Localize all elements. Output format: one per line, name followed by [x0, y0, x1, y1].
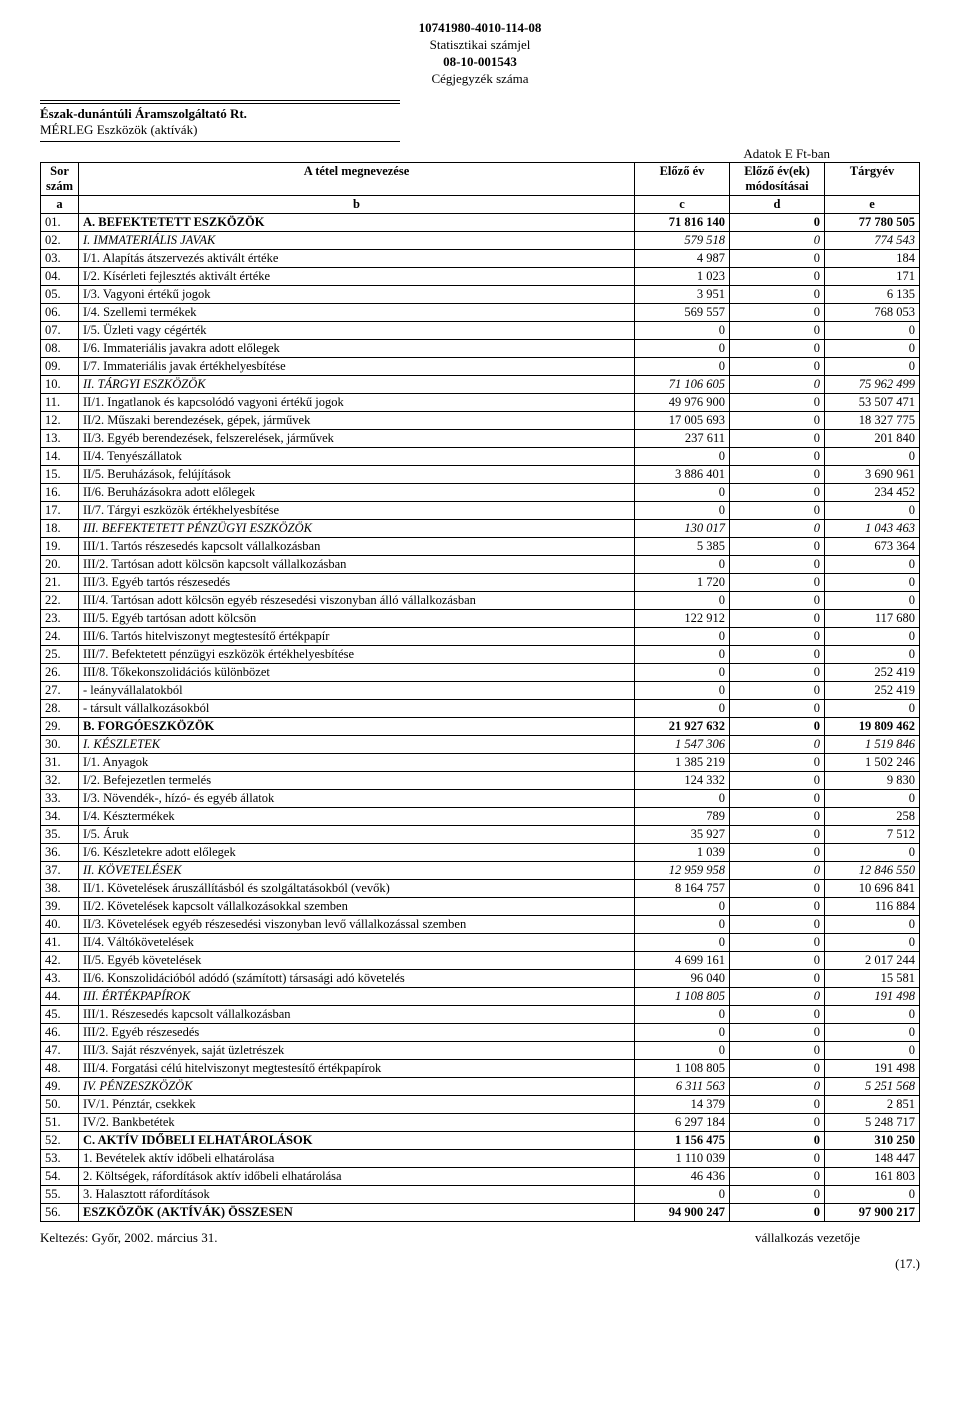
table-row: 01.A. BEFEKTETETT ESZKÖZÖK71 816 140077 … — [41, 214, 920, 232]
table-row: 41.II/4. Váltókövetelések000 — [41, 934, 920, 952]
table-row: 28. - társult vállalkozásokból000 — [41, 700, 920, 718]
footer-date: Keltezés: Győr, 2002. március 31. — [40, 1230, 217, 1246]
table-row: 37.II. KÖVETELÉSEK12 959 958012 846 550 — [41, 862, 920, 880]
footer: Keltezés: Győr, 2002. március 31. vállal… — [40, 1230, 920, 1246]
table-row: 03.I/1. Alapítás átszervezés aktivált ér… — [41, 250, 920, 268]
stat-label: Statisztikai számjel — [430, 37, 531, 52]
table-row: 55.3. Halasztott ráfordítások000 — [41, 1186, 920, 1204]
th-sor: Sor szám — [41, 163, 79, 196]
company-block: Észak-dunántúli Áramszolgáltató Rt. MÉRL… — [40, 100, 920, 143]
table-row: 23.III/5. Egyéb tartósan adott kölcsön12… — [41, 610, 920, 628]
table-row: 06.I/4. Szellemi termékek569 5570768 053 — [41, 304, 920, 322]
table-row: 07.I/5. Üzleti vagy cégérték000 — [41, 322, 920, 340]
th-el: e — [825, 196, 920, 214]
table-row: 34.I/4. Késztermékek7890258 — [41, 808, 920, 826]
th-a: a — [41, 196, 79, 214]
doc-title: MÉRLEG Eszközök (aktívák) — [40, 122, 400, 142]
header-block: 10741980-4010-114-08 Statisztikai számje… — [40, 20, 920, 88]
table-row: 39.II/2. Követelések kapcsolt vállalkozá… — [41, 898, 920, 916]
table-row: 19.III/1. Tartós részesedés kapcsolt vál… — [41, 538, 920, 556]
th-d: Előző év(ek) módosításai — [730, 163, 825, 196]
table-row: 31.I/1. Anyagok1 385 21901 502 246 — [41, 754, 920, 772]
table-row: 17.II/7. Tárgyi eszközök értékhelyesbíté… — [41, 502, 920, 520]
table-row: 21.III/3. Egyéb tartós részesedés1 72000 — [41, 574, 920, 592]
table-row: 47.III/3. Saját részvények, saját üzletr… — [41, 1042, 920, 1060]
table-row: 30.I. KÉSZLETEK1 547 30601 519 846 — [41, 736, 920, 754]
company-name: Észak-dunántúli Áramszolgáltató Rt. — [40, 106, 920, 123]
table-row: 43.II/6. Konszolidációból adódó (számíto… — [41, 970, 920, 988]
table-row: 33.I/3. Növendék-, hízó- és egyéb állato… — [41, 790, 920, 808]
table-row: 32.I/2. Befejezetlen termelés124 33209 8… — [41, 772, 920, 790]
table-row: 38.II/1. Követelések áruszállításból és … — [41, 880, 920, 898]
table-row: 18.III. BEFEKTETETT PÉNZÜGYI ESZKÖZÖK130… — [41, 520, 920, 538]
th-dl: d — [730, 196, 825, 214]
table-row: 10.II. TÁRGYI ESZKÖZÖK71 106 605075 962 … — [41, 376, 920, 394]
table-row: 12.II/2. Műszaki berendezések, gépek, já… — [41, 412, 920, 430]
table-row: 44.III. ÉRTÉKPAPÍROK1 108 8050191 498 — [41, 988, 920, 1006]
table-row: 22.III/4. Tartósan adott kölcsön egyéb r… — [41, 592, 920, 610]
table-row: 48.III/4. Forgatási célú hitelviszonyt m… — [41, 1060, 920, 1078]
table-row: 49.IV. PÉNZESZKÖZÖK6 311 56305 251 568 — [41, 1078, 920, 1096]
balance-table: Sor szám A tétel megnevezése Előző év El… — [40, 162, 920, 1222]
table-row: 27. - leányvállalatokból00252 419 — [41, 682, 920, 700]
table-row: 08.I/6. Immateriális javakra adott előle… — [41, 340, 920, 358]
th-b: b — [79, 196, 635, 214]
table-row: 14.II/4. Tenyészállatok000 — [41, 448, 920, 466]
th-name: A tétel megnevezése — [79, 163, 635, 196]
table-row: 25.III/7. Befektetett pénzügyi eszközök … — [41, 646, 920, 664]
table-row: 45.III/1. Részesedés kapcsolt vállalkozá… — [41, 1006, 920, 1024]
table-row: 29.B. FORGÓESZKÖZÖK21 927 632019 809 462 — [41, 718, 920, 736]
table-row: 15.II/5. Beruházások, felújítások3 886 4… — [41, 466, 920, 484]
table-row: 11.II/1. Ingatlanok és kapcsolódó vagyon… — [41, 394, 920, 412]
table-row: 35.I/5. Áruk35 92707 512 — [41, 826, 920, 844]
table-row: 20.III/2. Tartósan adott kölcsön kapcsol… — [41, 556, 920, 574]
reg-id: 08-10-001543 — [443, 54, 517, 69]
table-row: 26.III/8. Tőkekonszolidációs különbözet0… — [41, 664, 920, 682]
page-number: (17.) — [40, 1256, 920, 1272]
unit-label: Adatok E Ft-ban — [40, 146, 920, 162]
table-row: 51.IV/2. Bankbetétek6 297 18405 248 717 — [41, 1114, 920, 1132]
table-row: 36.I/6. Készletekre adott előlegek1 0390… — [41, 844, 920, 862]
th-c: Előző év — [635, 163, 730, 196]
table-row: 42.II/5. Egyéb követelések4 699 16102 01… — [41, 952, 920, 970]
footer-sign: vállalkozás vezetője — [755, 1230, 860, 1246]
th-cl: c — [635, 196, 730, 214]
stat-id: 10741980-4010-114-08 — [419, 20, 542, 35]
th-e: Tárgyév — [825, 163, 920, 196]
table-row: 16.II/6. Beruházásokra adott előlegek002… — [41, 484, 920, 502]
reg-label: Cégjegyzék száma — [431, 71, 528, 86]
table-row: 02.I. IMMATERIÁLIS JAVAK579 5180774 543 — [41, 232, 920, 250]
table-row: 46.III/2. Egyéb részesedés000 — [41, 1024, 920, 1042]
table-row: 13.II/3. Egyéb berendezések, felszerelés… — [41, 430, 920, 448]
table-row: 40.II/3. Követelések egyéb részesedési v… — [41, 916, 920, 934]
table-row: 09.I/7. Immateriális javak értékhelyesbí… — [41, 358, 920, 376]
table-row: 53.1. Bevételek aktív időbeli elhatárolá… — [41, 1150, 920, 1168]
table-row: 52.C. AKTÍV IDŐBELI ELHATÁROLÁSOK1 156 4… — [41, 1132, 920, 1150]
table-row: 04.I/2. Kísérleti fejlesztés aktivált ér… — [41, 268, 920, 286]
table-row: 56.ESZKÖZÖK (AKTÍVÁK) ÖSSZESEN94 900 247… — [41, 1204, 920, 1222]
table-row: 54.2. Költségek, ráfordítások aktív időb… — [41, 1168, 920, 1186]
table-row: 05.I/3. Vagyoni értékű jogok3 95106 135 — [41, 286, 920, 304]
table-row: 50.IV/1. Pénztár, csekkek14 37902 851 — [41, 1096, 920, 1114]
table-row: 24.III/6. Tartós hitelviszonyt megtestes… — [41, 628, 920, 646]
